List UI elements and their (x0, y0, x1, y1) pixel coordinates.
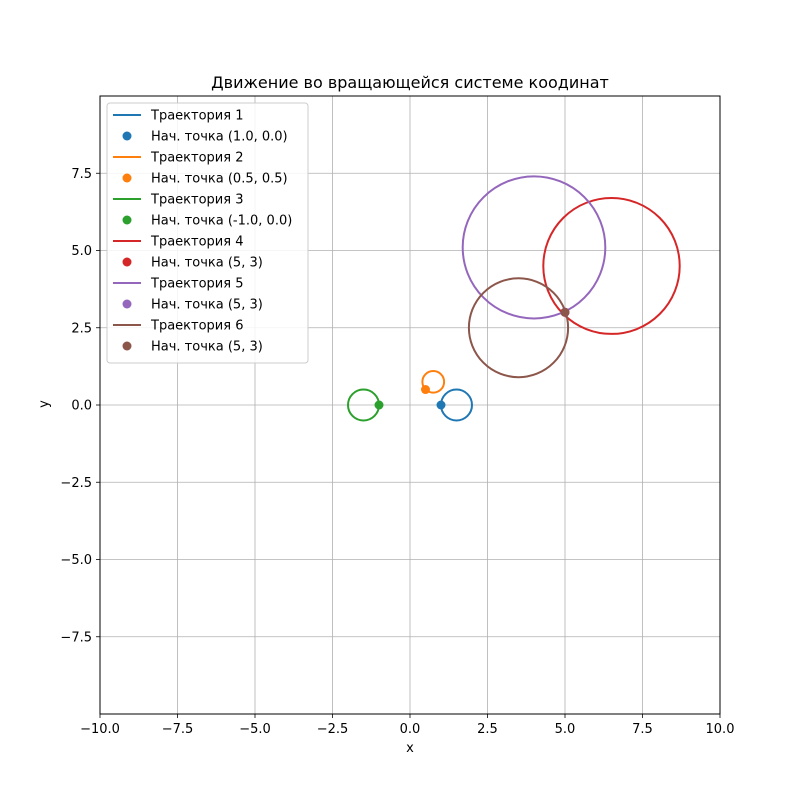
legend-point-swatch-4 (122, 257, 132, 267)
y-tick-label: −2.5 (60, 476, 92, 491)
legend-start-point-label-4: Нач. точка (5, 3) (151, 256, 263, 271)
legend-trajectory-label-2: Траектория 2 (150, 151, 243, 166)
x-tick-label: −2.5 (317, 722, 349, 737)
legend-point-swatch-6 (122, 341, 132, 351)
start-point-1-marker (436, 400, 446, 410)
x-tick-label: −7.5 (162, 722, 194, 737)
legend-trajectory-label-1: Траектория 1 (150, 109, 243, 124)
y-axis-label: y (37, 400, 52, 408)
start-point-3-marker (374, 400, 384, 410)
plot-series (347, 175, 681, 422)
legend-box (106, 102, 309, 364)
legend-trajectory-label-5: Траектория 5 (150, 277, 243, 292)
y-tick-label: 2.5 (71, 321, 92, 336)
axis-ticks: −10.0 −7.5 −5.0 −2.5 0.0 2.5 5.0 7.5 10.0 −7.5 −5.… (60, 167, 734, 737)
legend: Траектория 1 Нач. точка (1.0, 0.0) Траекто… (106, 102, 309, 364)
y-tick-label: −7.5 (60, 630, 92, 645)
y-tick-label: 5.0 (71, 244, 92, 259)
legend-trajectory-label-4: Траектория 4 (150, 235, 243, 250)
trajectory-2-line (421, 370, 446, 394)
start-points (374, 307, 570, 410)
x-tick-label: 5.0 (555, 722, 576, 737)
x-tick-label: 2.5 (477, 722, 498, 737)
x-tick-label: 7.5 (632, 722, 653, 737)
legend-start-point-label-3: Нач. точка (-1.0, 0.0) (151, 214, 292, 229)
chart-title: Движение во вращающейся системе коодинат (211, 73, 609, 92)
legend-point-swatch-5 (122, 299, 132, 309)
x-axis-label: x (406, 741, 414, 756)
start-point-6-marker (560, 307, 570, 317)
trajectory-6-line (467, 277, 570, 379)
start-point-2-marker (421, 385, 430, 395)
x-tick-label: 0.0 (400, 722, 421, 737)
legend-start-point-label-6: Нач. точка (5, 3) (151, 340, 263, 355)
y-tick-label: 0.0 (71, 399, 92, 414)
trajectory-4-line (542, 196, 681, 335)
x-tick-label: −5.0 (239, 722, 271, 737)
legend-start-point-label-5: Нач. точка (5, 3) (151, 298, 263, 313)
legend-start-point-label-2: Нач. точка (0.5, 0.5) (151, 172, 288, 187)
x-tick-label: −10.0 (80, 722, 120, 737)
trajectory-5-line (461, 175, 607, 320)
legend-trajectory-label-6: Траектория 6 (150, 319, 243, 334)
y-tick-label: 7.5 (71, 167, 92, 182)
legend-point-swatch-2 (122, 173, 132, 183)
legend-trajectory-label-3: Траектория 3 (150, 193, 243, 208)
y-tick-label: −5.0 (60, 553, 92, 568)
legend-start-point-label-1: Нач. точка (1.0, 0.0) (151, 130, 288, 145)
legend-point-swatch-1 (122, 131, 132, 141)
x-tick-label: 10.0 (706, 722, 735, 737)
legend-point-swatch-3 (122, 215, 132, 225)
grid (100, 96, 720, 714)
